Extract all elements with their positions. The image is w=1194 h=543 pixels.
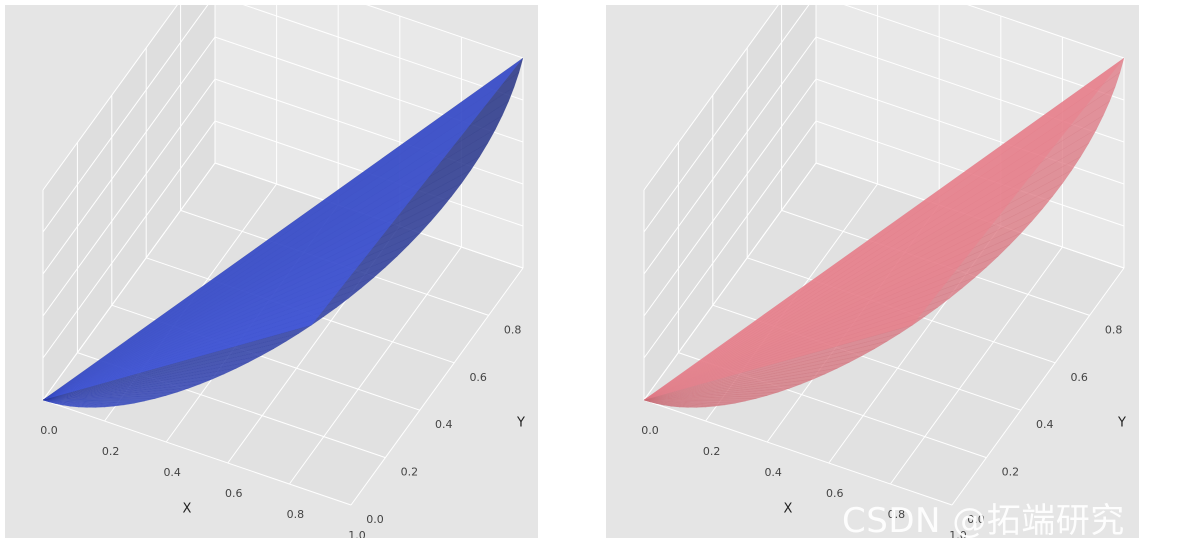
y-axis-label: Y [1117,416,1126,431]
x-tick-label: 0.8 [888,508,906,521]
x-axis-label: X [183,502,192,517]
plot-panel-lower-bound: 0.00.20.40.60.81.00.00.20.40.60.81.00.00… [5,5,538,538]
grid-line [643,78,817,317]
y-tick-label: 0.8 [504,323,522,336]
grid-line [42,120,216,359]
grid-line [643,162,817,401]
grid-line [889,246,1063,485]
grid-line [42,36,216,275]
surface-upper-sheet [644,58,1124,400]
x-tick-label: 0.0 [641,424,659,437]
x-tick-label: 0.0 [40,424,58,437]
grid-line [966,5,1125,59]
grid-line [242,5,524,101]
grid-line [42,162,216,401]
grid-line [643,5,810,233]
grid-line [288,246,462,485]
plot-panel-upper-bound: 0.00.20.40.60.81.00.00.20.40.60.81.00.00… [606,5,1139,538]
x-tick-label: 0.6 [225,487,243,500]
grid-line [643,399,953,506]
x-tick-label: 0.2 [102,445,120,458]
y-tick-label: 0.4 [435,418,453,431]
x-tick-label: 1.0 [348,529,366,538]
surface-plot-upper-bound: 0.00.20.40.60.81.00.00.20.40.60.81.00.00… [641,5,1126,538]
y-axis-label: Y [516,416,525,431]
y-tick-label: 0.6 [1070,371,1088,384]
grid-line [42,78,216,317]
grid-line [643,36,817,275]
y-tick-label: 0.2 [401,466,419,479]
surface [643,57,1125,408]
watermark: CSDN @拓端研究 [842,501,1125,541]
x-tick-label: 0.6 [826,487,844,500]
grid-lines [42,5,524,506]
x-tick-label: 0.4 [163,466,181,479]
surface-plot-lower-bound: 0.00.20.40.60.81.00.00.20.40.60.81.00.00… [40,5,525,538]
surface [42,57,524,408]
y-tick-label: 0.0 [366,513,384,526]
grid-line [42,399,352,506]
pane-side [644,5,816,400]
y-tick-label: 0.2 [1002,466,1020,479]
x-axis-label: X [784,502,793,517]
grid-line [350,267,524,506]
grid-line [643,120,817,359]
y-tick-label: 0.6 [469,371,487,384]
grid-line [42,5,178,191]
y-tick-label: 0.4 [1036,418,1054,431]
grid-line [365,5,524,59]
x-tick-label: 0.4 [764,466,782,479]
x-tick-label: 1.0 [949,529,967,538]
y-tick-label: 0.8 [1105,323,1123,336]
grid-line [843,5,1125,101]
surface-upper-sheet [43,58,523,400]
y-tick-label: 0.0 [967,513,985,526]
pane-side [43,5,215,400]
grid-line [643,5,779,191]
grid-line [42,5,209,233]
tick-labels: 0.00.20.40.60.81.00.00.20.40.60.81.00.00… [40,323,522,538]
grid-line [951,267,1125,506]
x-tick-label: 0.2 [703,445,721,458]
x-tick-label: 0.8 [287,508,305,521]
tick-labels: 0.00.20.40.60.81.00.00.20.40.60.81.00.00… [641,323,1123,538]
